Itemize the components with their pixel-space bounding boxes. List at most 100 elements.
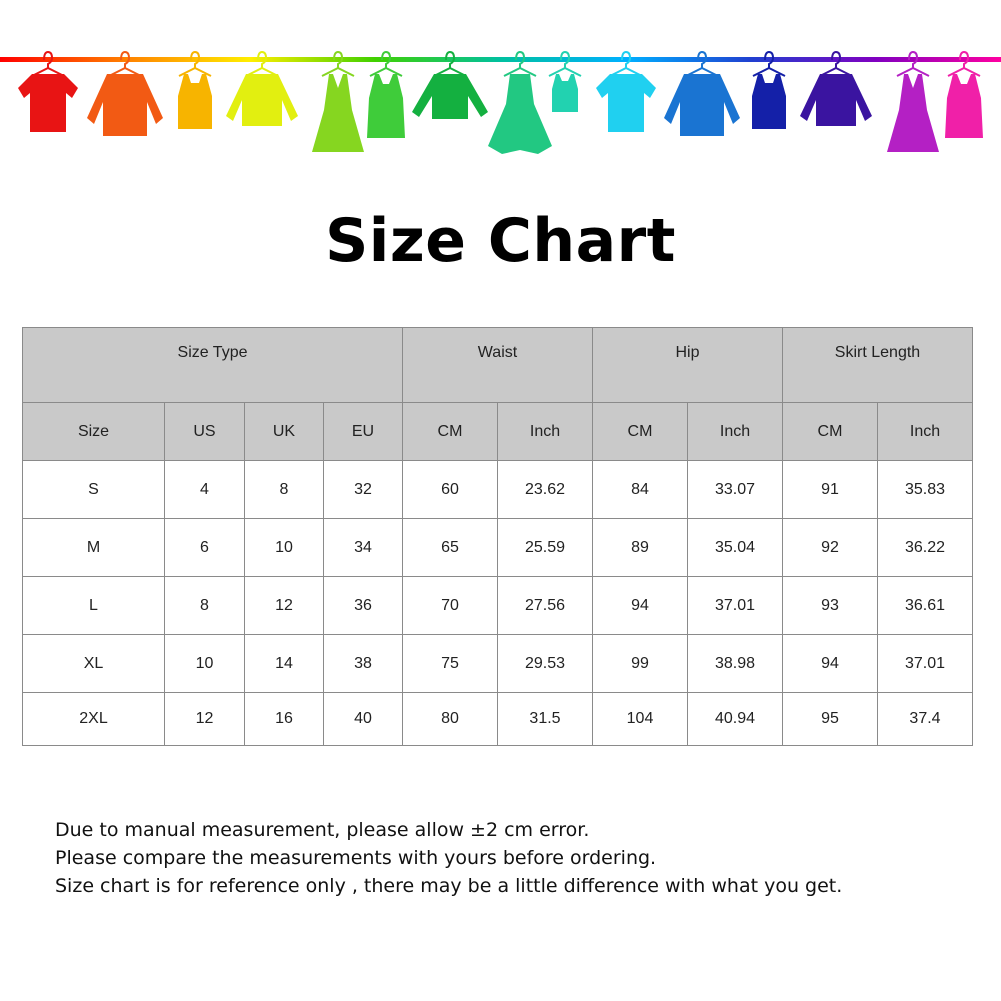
sub-header-cell: Inch	[687, 402, 783, 461]
cardigan-icon	[226, 50, 298, 126]
shirt-icon-shape	[664, 74, 740, 136]
tank-dress-icon	[945, 50, 983, 138]
table-cell: 65	[402, 518, 498, 577]
table-cell: 35.04	[687, 518, 783, 577]
table-cell: 16	[244, 692, 324, 746]
cardigan-icon	[800, 50, 872, 126]
sub-header-cell: Inch	[877, 402, 973, 461]
table-cell: 31.5	[497, 692, 593, 746]
table-cell: 2XL	[22, 692, 165, 746]
table-cell: 95	[782, 692, 878, 746]
sub-header-cell: CM	[402, 402, 498, 461]
sweater-icon-shape	[412, 74, 488, 119]
table-cell: 10	[244, 518, 324, 577]
table-cell: 6	[164, 518, 245, 577]
page-title: Size Chart	[325, 206, 676, 276]
dress-icon-shape	[488, 74, 552, 154]
hanger-icon	[108, 50, 142, 77]
table-cell: 84	[592, 460, 688, 519]
table-row: XL 10 14 38 75 29.53 99 38.98 94 37.01	[22, 634, 973, 693]
tank-top-icon	[178, 50, 212, 129]
t-shirt-icon-shape	[18, 74, 78, 132]
table-cell: 14	[244, 634, 324, 693]
table-cell: 93	[782, 576, 878, 635]
shirt-icon-shape	[87, 74, 163, 136]
table-cell: 37.4	[877, 692, 973, 746]
tank-dress-icon	[367, 50, 405, 138]
size-chart-table: Size Type Waist Hip Skirt Length Size US U…	[22, 327, 973, 746]
hanger-icon	[819, 50, 853, 77]
table-cell: 25.59	[497, 518, 593, 577]
t-shirt-icon	[596, 50, 656, 132]
header-size-type: Size Type	[22, 327, 403, 403]
dress-icon	[488, 50, 552, 154]
table-cell: 27.56	[497, 576, 593, 635]
dress-icon	[312, 50, 364, 152]
dress-icon-shape	[887, 74, 939, 152]
table-cell: 8	[164, 576, 245, 635]
table-cell: 94	[592, 576, 688, 635]
table-cell: 32	[323, 460, 403, 519]
table-cell: 40.94	[687, 692, 783, 746]
tank-dress-icon-shape	[367, 74, 405, 138]
hanger-icon	[685, 50, 719, 77]
hanger-icon	[896, 50, 930, 77]
sweater-icon	[412, 50, 488, 119]
table-cell: 99	[592, 634, 688, 693]
table-cell: 40	[323, 692, 403, 746]
tank-top-icon-shape	[178, 74, 212, 129]
table-cell: 104	[592, 692, 688, 746]
clothes-rod	[0, 57, 1001, 62]
table-cell: 36.61	[877, 576, 973, 635]
table-cell: 4	[164, 460, 245, 519]
table-row: L 8 12 36 70 27.56 94 37.01 93 36.61	[22, 576, 973, 635]
table-cell: L	[22, 576, 165, 635]
table-cell: 92	[782, 518, 878, 577]
table-cell: 36.22	[877, 518, 973, 577]
note-line: Due to manual measurement, please allow …	[55, 819, 590, 841]
hanger-icon	[752, 50, 786, 77]
table-cell: XL	[22, 634, 165, 693]
hanger-icon	[433, 50, 467, 77]
hanger-icon	[947, 50, 981, 77]
table-row: S 4 8 32 60 23.62 84 33.07 91 35.83	[22, 460, 973, 519]
tank-top-icon	[752, 50, 786, 129]
sub-header-cell: Inch	[497, 402, 593, 461]
table-cell: 35.83	[877, 460, 973, 519]
notes: Due to manual measurement, please allow …	[55, 816, 842, 900]
hanger-icon	[369, 50, 403, 77]
hanger-icon	[31, 50, 65, 77]
table-row: 2XL 12 16 40 80 31.5 104 40.94 95 37.4	[22, 692, 973, 746]
sub-header-cell: UK	[244, 402, 324, 461]
t-shirt-icon	[18, 50, 78, 132]
hanger-icon	[609, 50, 643, 77]
tank-top-icon	[548, 50, 582, 112]
table-cell: 29.53	[497, 634, 593, 693]
t-shirt-icon-shape	[596, 74, 656, 132]
note-line: Please compare the measurements with you…	[55, 847, 657, 869]
table-cell: 12	[164, 692, 245, 746]
table-cell: 60	[402, 460, 498, 519]
tank-dress-icon-shape	[945, 74, 983, 138]
header-hip: Hip	[592, 327, 783, 403]
sub-header-cell: EU	[323, 402, 403, 461]
shirt-icon	[87, 50, 163, 136]
tank-top-icon-shape	[552, 74, 578, 112]
sub-header-cell: US	[164, 402, 245, 461]
sub-header-row: Size US UK EU CM Inch CM Inch CM Inch	[22, 402, 973, 461]
table-cell: 36	[323, 576, 403, 635]
header-skirt-length: Skirt Length	[782, 327, 973, 403]
table-cell: 38	[323, 634, 403, 693]
table-cell: 33.07	[687, 460, 783, 519]
cardigan-icon-shape	[800, 74, 872, 126]
dress-icon-shape	[312, 74, 364, 152]
header-waist: Waist	[402, 327, 593, 403]
hanger-icon	[178, 50, 212, 77]
sub-header-cell: CM	[592, 402, 688, 461]
hanger-icon	[321, 50, 355, 77]
table-cell: 10	[164, 634, 245, 693]
table-cell: 37.01	[687, 576, 783, 635]
table-cell: 37.01	[877, 634, 973, 693]
table-cell: 70	[402, 576, 498, 635]
shirt-icon	[664, 50, 740, 136]
